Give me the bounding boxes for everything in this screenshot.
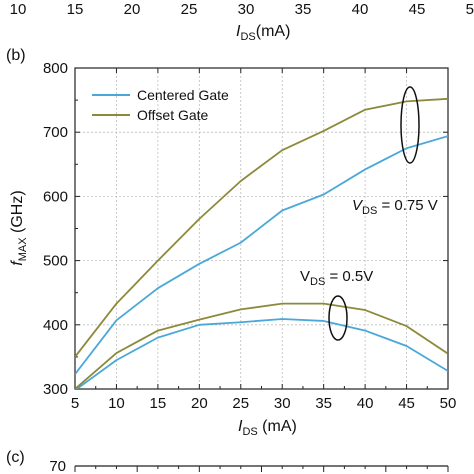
- top-panel-tick-labels: 10 15 20 25 30 35 40 45 50: [10, 1, 474, 18]
- ellipse-vds-05: [328, 295, 348, 341]
- x-tick-label: 10: [108, 395, 125, 412]
- legend-label-offset: Offset Gate: [137, 107, 209, 123]
- gridlines: [75, 68, 448, 389]
- legend: Centered Gate Offset Gate: [92, 87, 229, 123]
- legend-label-centered: Centered Gate: [137, 87, 229, 103]
- x-tick-label: 45: [398, 395, 415, 412]
- y-tick-labels: 300 400 500 600 700 800: [43, 60, 68, 398]
- annotation-vds-05: VDS = 0.5V: [300, 268, 373, 288]
- y-tick-label: 400: [43, 317, 68, 334]
- x-tick-labels: 5 10 15 20 25 30 35 40 45 50: [71, 395, 457, 412]
- top-panel-tick-label: 40: [352, 1, 369, 18]
- top-panel-tick-label: 35: [295, 1, 312, 18]
- ellipse-vds-075: [400, 86, 420, 164]
- x-tick-label: 50: [440, 395, 457, 412]
- top-panel-tick-label: 25: [181, 1, 198, 18]
- y-tick-label: 800: [43, 60, 68, 77]
- annotation-vds-075: VDS = 0.75 V: [352, 197, 438, 217]
- y-tick-label: 600: [43, 188, 68, 205]
- offset-gate-line-vds-075: [75, 97, 448, 358]
- panel-c-tick-label: 70: [49, 458, 66, 474]
- axis-ticks: [74, 67, 449, 390]
- top-panel-tick-label: 10: [10, 1, 27, 18]
- top-panel-tick-label: 45: [409, 1, 426, 18]
- x-tick-label: 20: [191, 395, 208, 412]
- x-tick-label: 35: [315, 395, 332, 412]
- top-panel-tick-label: 30: [238, 1, 255, 18]
- top-panel-tick-label: 20: [124, 1, 141, 18]
- y-tick-label: 300: [43, 381, 68, 398]
- top-panel-tick-label: 50: [466, 1, 474, 18]
- top-panel-xlabel: IDS(mA): [236, 23, 290, 43]
- centered-gate-line-vds-075: [75, 135, 448, 375]
- centered-gate-line-vds-05: [75, 318, 448, 389]
- y-tick-label: 700: [43, 124, 68, 141]
- x-axis-label: IDS (mA): [238, 418, 297, 438]
- series-lines: [75, 97, 448, 389]
- x-tick-label: 5: [71, 395, 79, 412]
- top-panel-fragment: 10 15 20 25 30 35 40 45 50 IDS(mA): [10, 1, 474, 43]
- y-axis-label: fMAX (GHz): [9, 190, 29, 265]
- offset-gate-line-vds-05: [75, 302, 448, 389]
- panel-c-label: (c): [6, 449, 25, 466]
- x-tick-label: 40: [357, 395, 374, 412]
- panel-c-top-ticks: [74, 466, 449, 472]
- panel-b-label: (b): [6, 47, 26, 64]
- top-panel-tick-label: 15: [67, 1, 84, 18]
- x-tick-label: 25: [232, 395, 249, 412]
- x-tick-label: 30: [274, 395, 291, 412]
- y-tick-label: 500: [43, 253, 68, 270]
- x-tick-label: 15: [150, 395, 167, 412]
